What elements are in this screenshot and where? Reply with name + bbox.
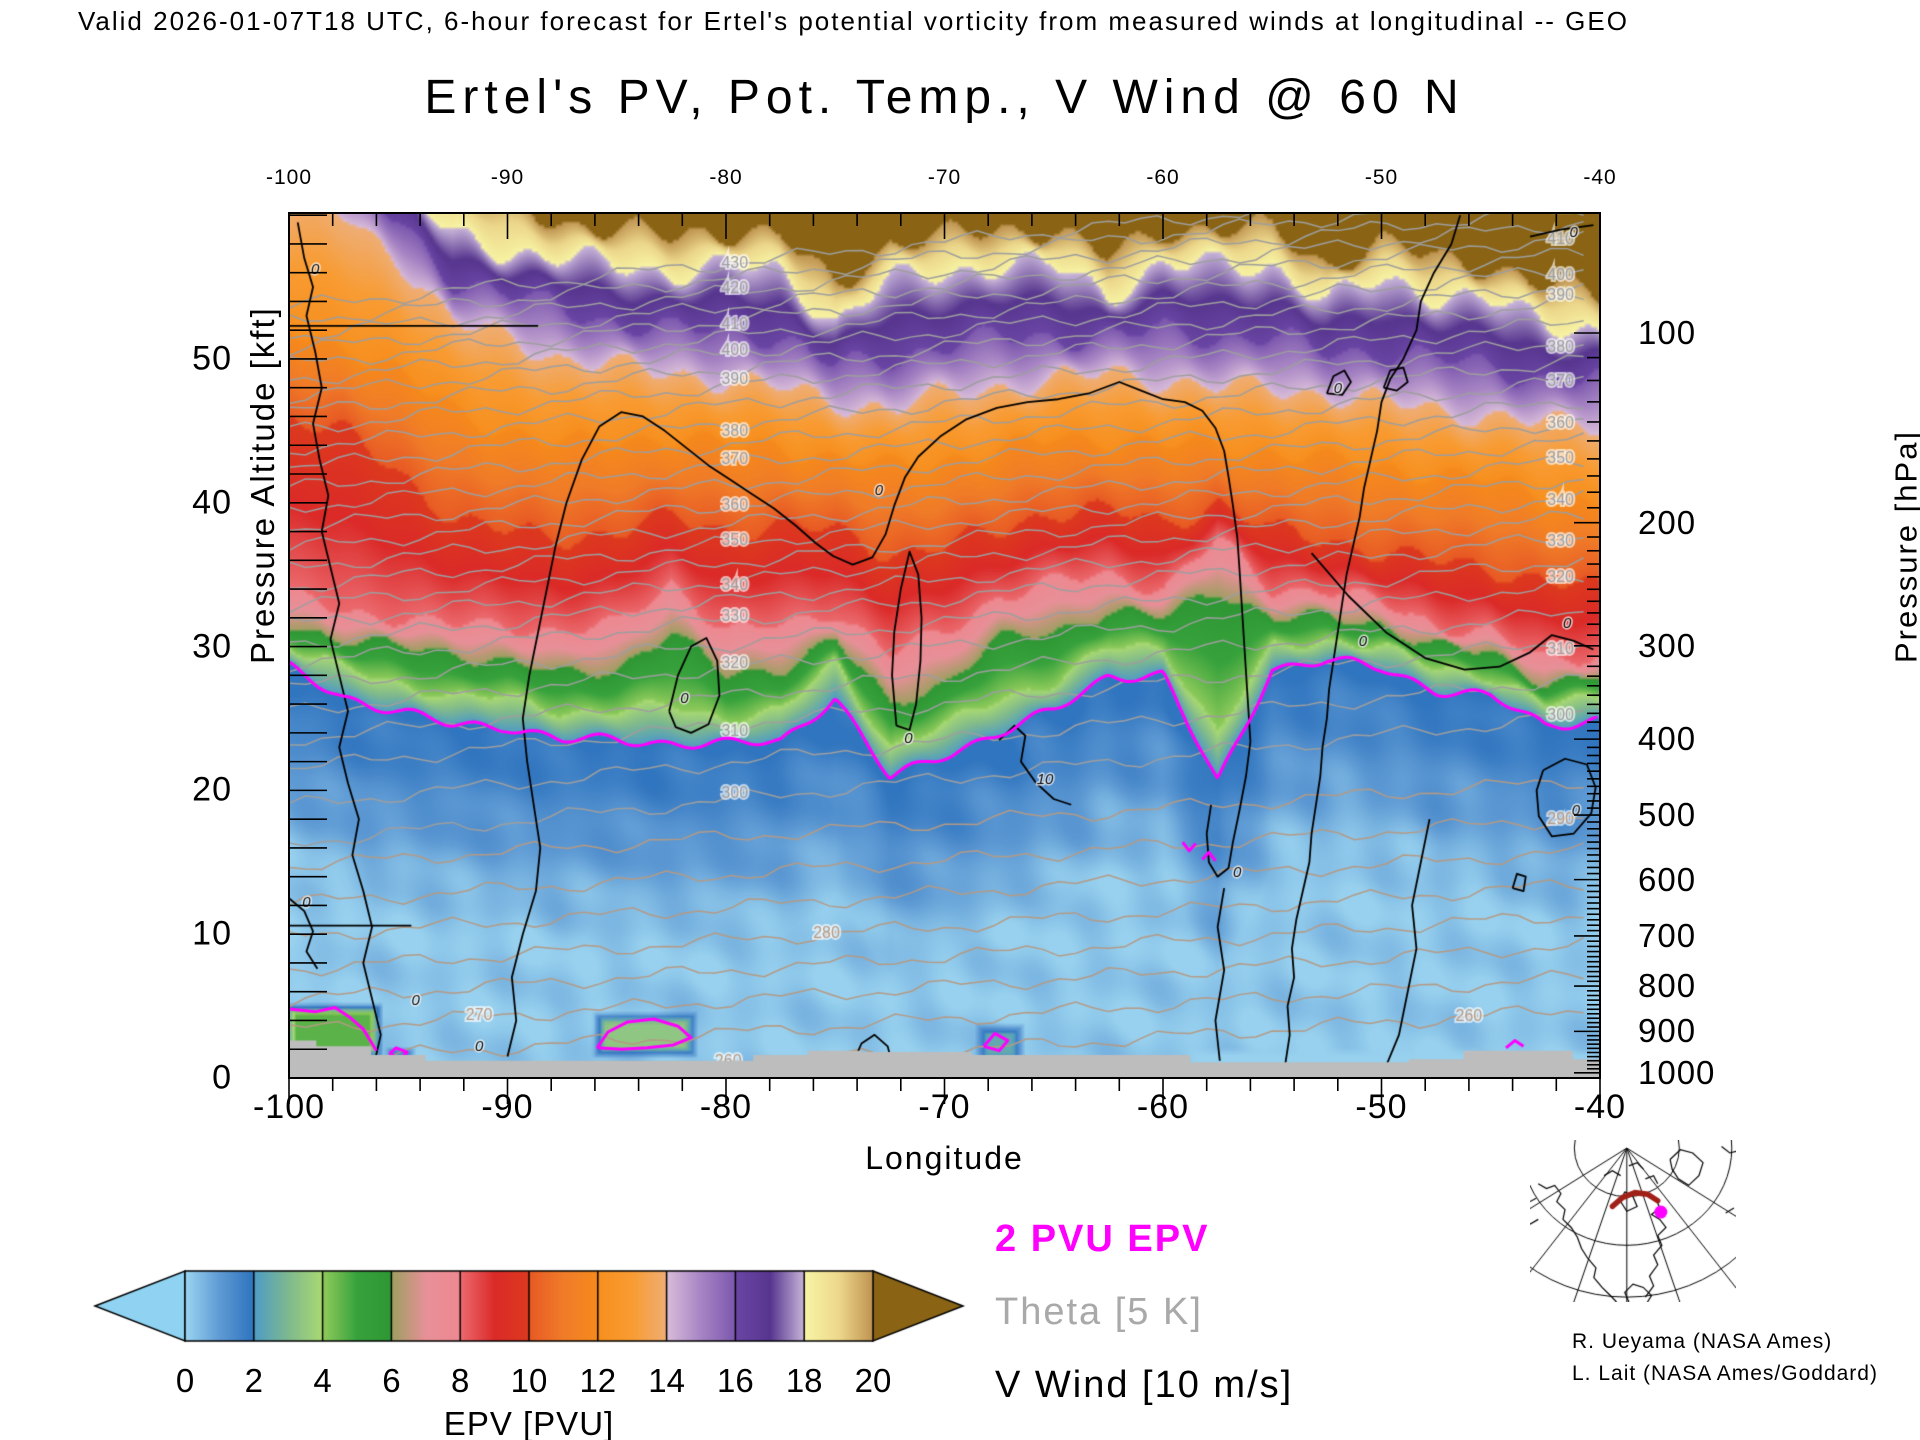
y-tick-label-kft: 30 bbox=[192, 627, 232, 666]
x-tick-label-top: -100 bbox=[265, 166, 313, 189]
x-tick-label-bottom: -70 bbox=[918, 1088, 971, 1126]
x-tick-label-top: -40 bbox=[1583, 166, 1617, 189]
y-axis-right-title: Pressure [hPa] bbox=[1888, 429, 1920, 663]
x-tick-label-bottom: -80 bbox=[699, 1088, 753, 1126]
credit-line-2: L. Lait (NASA Ames/Goddard) bbox=[1572, 1362, 1878, 1385]
y-tick-label-kft: 20 bbox=[192, 770, 232, 809]
y-tick-label-hpa: 700 bbox=[1638, 916, 1697, 954]
inset-map-canvas bbox=[1530, 1140, 1736, 1302]
y-tick-label-hpa: 1000 bbox=[1638, 1053, 1716, 1091]
y-tick-label-hpa: 900 bbox=[1638, 1012, 1697, 1050]
colorbar-tick-label: 12 bbox=[579, 1362, 617, 1399]
x-tick-label-bottom: -40 bbox=[1573, 1088, 1627, 1126]
epv-field-canvas bbox=[289, 213, 1600, 1078]
legend-2pvu-epv: 2 PVU EPV bbox=[995, 1218, 1210, 1260]
credit-line-1: R. Ueyama (NASA Ames) bbox=[1572, 1330, 1833, 1353]
validity-header: Valid 2026-01-07T18 UTC, 6-hour forecast… bbox=[78, 6, 1629, 36]
colorbar-caption: EPV [PVU] bbox=[443, 1405, 615, 1440]
x-tick-label-top: -90 bbox=[490, 166, 525, 189]
plot-title: Ertel's PV, Pot. Temp., V Wind @ 60 N bbox=[424, 71, 1465, 124]
colorbar-tick-label: 16 bbox=[717, 1362, 754, 1399]
y-tick-label-hpa: 300 bbox=[1638, 626, 1697, 664]
legend-v-wind: V Wind [10 m/s] bbox=[995, 1364, 1294, 1406]
x-tick-label-top: -80 bbox=[709, 166, 743, 189]
y-tick-label-hpa: 400 bbox=[1638, 720, 1697, 758]
x-tick-label-top: -60 bbox=[1146, 166, 1180, 189]
colorbar-tick-label: 0 bbox=[175, 1362, 195, 1399]
y-tick-label-kft: 50 bbox=[192, 339, 232, 378]
y-tick-label-hpa: 200 bbox=[1638, 503, 1697, 541]
x-tick-label-bottom: -100 bbox=[252, 1088, 326, 1126]
x-tick-label-bottom: -50 bbox=[1355, 1088, 1408, 1126]
colorbar-tick-label: 18 bbox=[785, 1362, 823, 1399]
y-tick-label-hpa: 800 bbox=[1638, 967, 1697, 1005]
y-tick-label-kft: 10 bbox=[192, 914, 232, 953]
colorbar-tick-label: 10 bbox=[510, 1362, 548, 1399]
y-tick-label-hpa: 100 bbox=[1638, 313, 1697, 351]
y-tick-label-hpa: 500 bbox=[1638, 796, 1697, 834]
colorbar-tick-label: 6 bbox=[382, 1362, 401, 1399]
colorbar-tick-label: 14 bbox=[648, 1362, 685, 1399]
y-tick-label-hpa: 600 bbox=[1638, 860, 1697, 898]
colorbar-tick-label: 2 bbox=[244, 1362, 263, 1399]
x-tick-label-bottom: -60 bbox=[1136, 1088, 1190, 1126]
x-tick-label-top: -70 bbox=[927, 166, 962, 189]
y-axis-left-title: Pressure Altitude [kft] bbox=[243, 306, 281, 664]
y-tick-label-kft: 0 bbox=[212, 1058, 232, 1097]
colorbar-tick-label: 20 bbox=[854, 1362, 892, 1399]
x-tick-label-top: -50 bbox=[1364, 166, 1399, 189]
x-axis-title: Longitude bbox=[865, 1140, 1024, 1176]
colorbar-tick-label: 4 bbox=[313, 1362, 332, 1399]
x-tick-label-bottom: -90 bbox=[481, 1088, 534, 1126]
legend-theta: Theta [5 K] bbox=[995, 1291, 1203, 1333]
colorbar-canvas bbox=[93, 1269, 973, 1345]
colorbar-tick-label: 8 bbox=[451, 1362, 470, 1399]
y-tick-label-kft: 40 bbox=[192, 483, 232, 522]
